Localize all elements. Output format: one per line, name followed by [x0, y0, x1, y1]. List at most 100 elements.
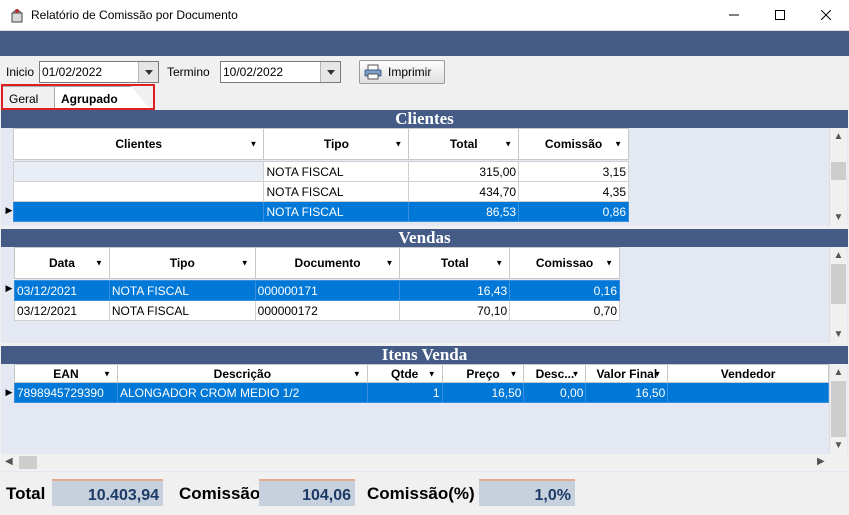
dropdown-arrow-icon[interactable]: ▼	[240, 258, 249, 268]
cell-data: 03/12/2021	[14, 300, 110, 321]
table-row[interactable]: NOTA FISCAL 315,00 3,15	[12, 161, 629, 182]
scroll-up-icon[interactable]: ▲	[833, 250, 844, 261]
cell-cliente	[12, 161, 265, 182]
totals-footer: Total 10.403,94 Comissão 104,06 Comissão…	[0, 475, 849, 515]
cell-descricao: ALONGADOR CROM MEDIO 1/2	[116, 382, 368, 403]
chevron-down-icon[interactable]	[320, 62, 340, 82]
scroll-down-icon[interactable]: ▼	[833, 212, 844, 223]
cell-total: 16,43	[399, 280, 511, 301]
clientes-panel: Clientes ▼ Tipo ▼ Total ▼ Comissão ▼ NOTA FI…	[1, 128, 848, 226]
cell-qtde: 1	[366, 382, 443, 403]
close-icon	[821, 10, 831, 20]
dropdown-arrow-icon[interactable]: ▼	[509, 369, 518, 378]
col-documento[interactable]: Documento ▼	[254, 247, 401, 279]
clientes-table: Clientes ▼ Tipo ▼ Total ▼ Comissão ▼ NOTA FI…	[12, 128, 629, 222]
col-clientes[interactable]: Clientes ▼	[12, 128, 265, 160]
col-comissao[interactable]: Comissão ▼	[518, 128, 629, 160]
dropdown-arrow-icon[interactable]: ▼	[614, 139, 622, 149]
dropdown-arrow-icon[interactable]: ▼	[249, 139, 258, 149]
maximize-button[interactable]	[757, 0, 803, 30]
col-descricao[interactable]: Descrição ▼	[116, 364, 368, 383]
dropdown-arrow-icon[interactable]: ▼	[653, 369, 662, 378]
col-total[interactable]: Total ▼	[408, 128, 520, 160]
itens-hscroll[interactable]: ◀ ▶	[1, 454, 848, 471]
scroll-up-icon[interactable]: ▲	[833, 367, 844, 378]
table-row-selected[interactable]: 03/12/2021 NOTA FISCAL 000000171 16,43 0…	[14, 280, 620, 301]
row-indicator-icon: ▶	[5, 387, 13, 397]
col-data[interactable]: Data ▼	[14, 247, 110, 279]
col-tipo-label: Tipo	[169, 256, 195, 270]
col-tipo[interactable]: Tipo ▼	[108, 247, 256, 279]
col-total[interactable]: Total ▼	[399, 247, 511, 279]
col-desc[interactable]: Desc... ▼	[523, 364, 587, 383]
vendas-header-row: Data ▼ Tipo ▼ Documento ▼ Total ▼ Comissao ▼	[14, 247, 620, 279]
close-button[interactable]	[803, 0, 849, 30]
minimize-icon	[729, 14, 739, 16]
title-bar: Relatório de Comissão por Documento	[0, 0, 849, 31]
scroll-thumb[interactable]	[831, 381, 846, 437]
total-label: Total	[6, 484, 46, 503]
dropdown-arrow-icon[interactable]: ▼	[605, 258, 613, 268]
print-label: Imprimir	[388, 65, 432, 79]
itens-vscroll[interactable]: ▲ ▼	[829, 364, 847, 454]
comissao-pct-label: Comissão(%)	[367, 484, 475, 503]
table-row-selected[interactable]: 7898945729390 ALONGADOR CROM MEDIO 1/2 1…	[14, 382, 829, 403]
scroll-thumb[interactable]	[831, 264, 846, 304]
cell-vendedor	[667, 382, 829, 403]
termino-label: Termino	[167, 65, 210, 79]
vendas-table: Data ▼ Tipo ▼ Documento ▼ Total ▼ Comissao ▼ …	[14, 247, 620, 321]
col-descricao-label: Descrição	[213, 366, 272, 381]
chevron-down-icon[interactable]	[138, 62, 158, 82]
dropdown-arrow-icon[interactable]: ▼	[394, 139, 403, 149]
dropdown-arrow-icon[interactable]: ▼	[571, 369, 580, 378]
scroll-right-icon[interactable]: ▶	[817, 456, 825, 467]
table-row-selected[interactable]: NOTA FISCAL 86,53 0,86	[12, 201, 629, 222]
filter-toolbar: Inicio 01/02/2022 Termino 10/02/2022 Imp…	[0, 56, 849, 86]
row-indicator-icon: ▶	[5, 283, 13, 293]
scroll-thumb[interactable]	[19, 456, 37, 469]
col-preco[interactable]: Preço ▼	[441, 364, 525, 383]
col-qtde[interactable]: Qtde ▼	[366, 364, 443, 383]
col-total-label: Total	[449, 137, 478, 151]
termino-date-picker[interactable]: 10/02/2022	[220, 61, 341, 83]
vendas-vscroll[interactable]: ▲ ▼	[829, 247, 847, 343]
dropdown-arrow-icon[interactable]: ▼	[504, 139, 513, 149]
scroll-down-icon[interactable]: ▼	[833, 440, 844, 451]
termino-date-value: 10/02/2022	[223, 65, 284, 79]
tab-geral[interactable]: Geral	[2, 86, 56, 109]
table-row[interactable]: NOTA FISCAL 434,70 4,35	[12, 181, 629, 202]
scroll-down-icon[interactable]: ▼	[833, 329, 844, 340]
cell-documento: 000000172	[254, 300, 401, 321]
print-button[interactable]: Imprimir	[359, 60, 445, 84]
dropdown-arrow-icon[interactable]: ▼	[352, 369, 361, 378]
clientes-vscroll[interactable]: ▲ ▼	[829, 128, 847, 226]
cell-total: 315,00	[408, 161, 520, 182]
dropdown-arrow-icon[interactable]: ▼	[385, 258, 394, 268]
col-comissao[interactable]: Comissao ▼	[509, 247, 620, 279]
scroll-left-icon[interactable]: ◀	[5, 456, 13, 467]
highlight-box	[1, 84, 155, 110]
col-documento-label: Documento	[294, 256, 361, 270]
scroll-up-icon[interactable]: ▲	[833, 131, 844, 142]
cell-preco: 16,50	[441, 382, 525, 403]
col-qtde-label: Qtde	[391, 366, 419, 381]
dropdown-arrow-icon[interactable]: ▼	[103, 369, 111, 378]
col-vendedor-label: Vendedor	[720, 366, 776, 381]
col-preco-label: Preço	[466, 366, 500, 381]
scroll-thumb[interactable]	[831, 162, 846, 180]
table-row[interactable]: 03/12/2021 NOTA FISCAL 000000172 70,10 0…	[14, 300, 620, 321]
dropdown-arrow-icon[interactable]: ▼	[94, 258, 103, 268]
dropdown-arrow-icon[interactable]: ▼	[427, 369, 436, 378]
inicio-date-value: 01/02/2022	[42, 65, 103, 79]
cell-tipo: NOTA FISCAL	[108, 280, 256, 301]
dropdown-arrow-icon[interactable]: ▼	[495, 258, 504, 268]
inicio-date-picker[interactable]: 01/02/2022	[39, 61, 159, 83]
col-valor-final[interactable]: Valor Final ▼	[585, 364, 669, 383]
clientes-header-row: Clientes ▼ Tipo ▼ Total ▼ Comissão ▼	[12, 128, 629, 160]
comissao-value: 104,06	[259, 479, 355, 506]
minimize-button[interactable]	[711, 0, 757, 30]
col-vendedor[interactable]: Vendedor	[667, 364, 829, 383]
col-tipo[interactable]: Tipo ▼	[263, 128, 410, 160]
col-ean[interactable]: EAN ▼	[14, 364, 118, 383]
cell-data: 03/12/2021	[14, 280, 110, 301]
